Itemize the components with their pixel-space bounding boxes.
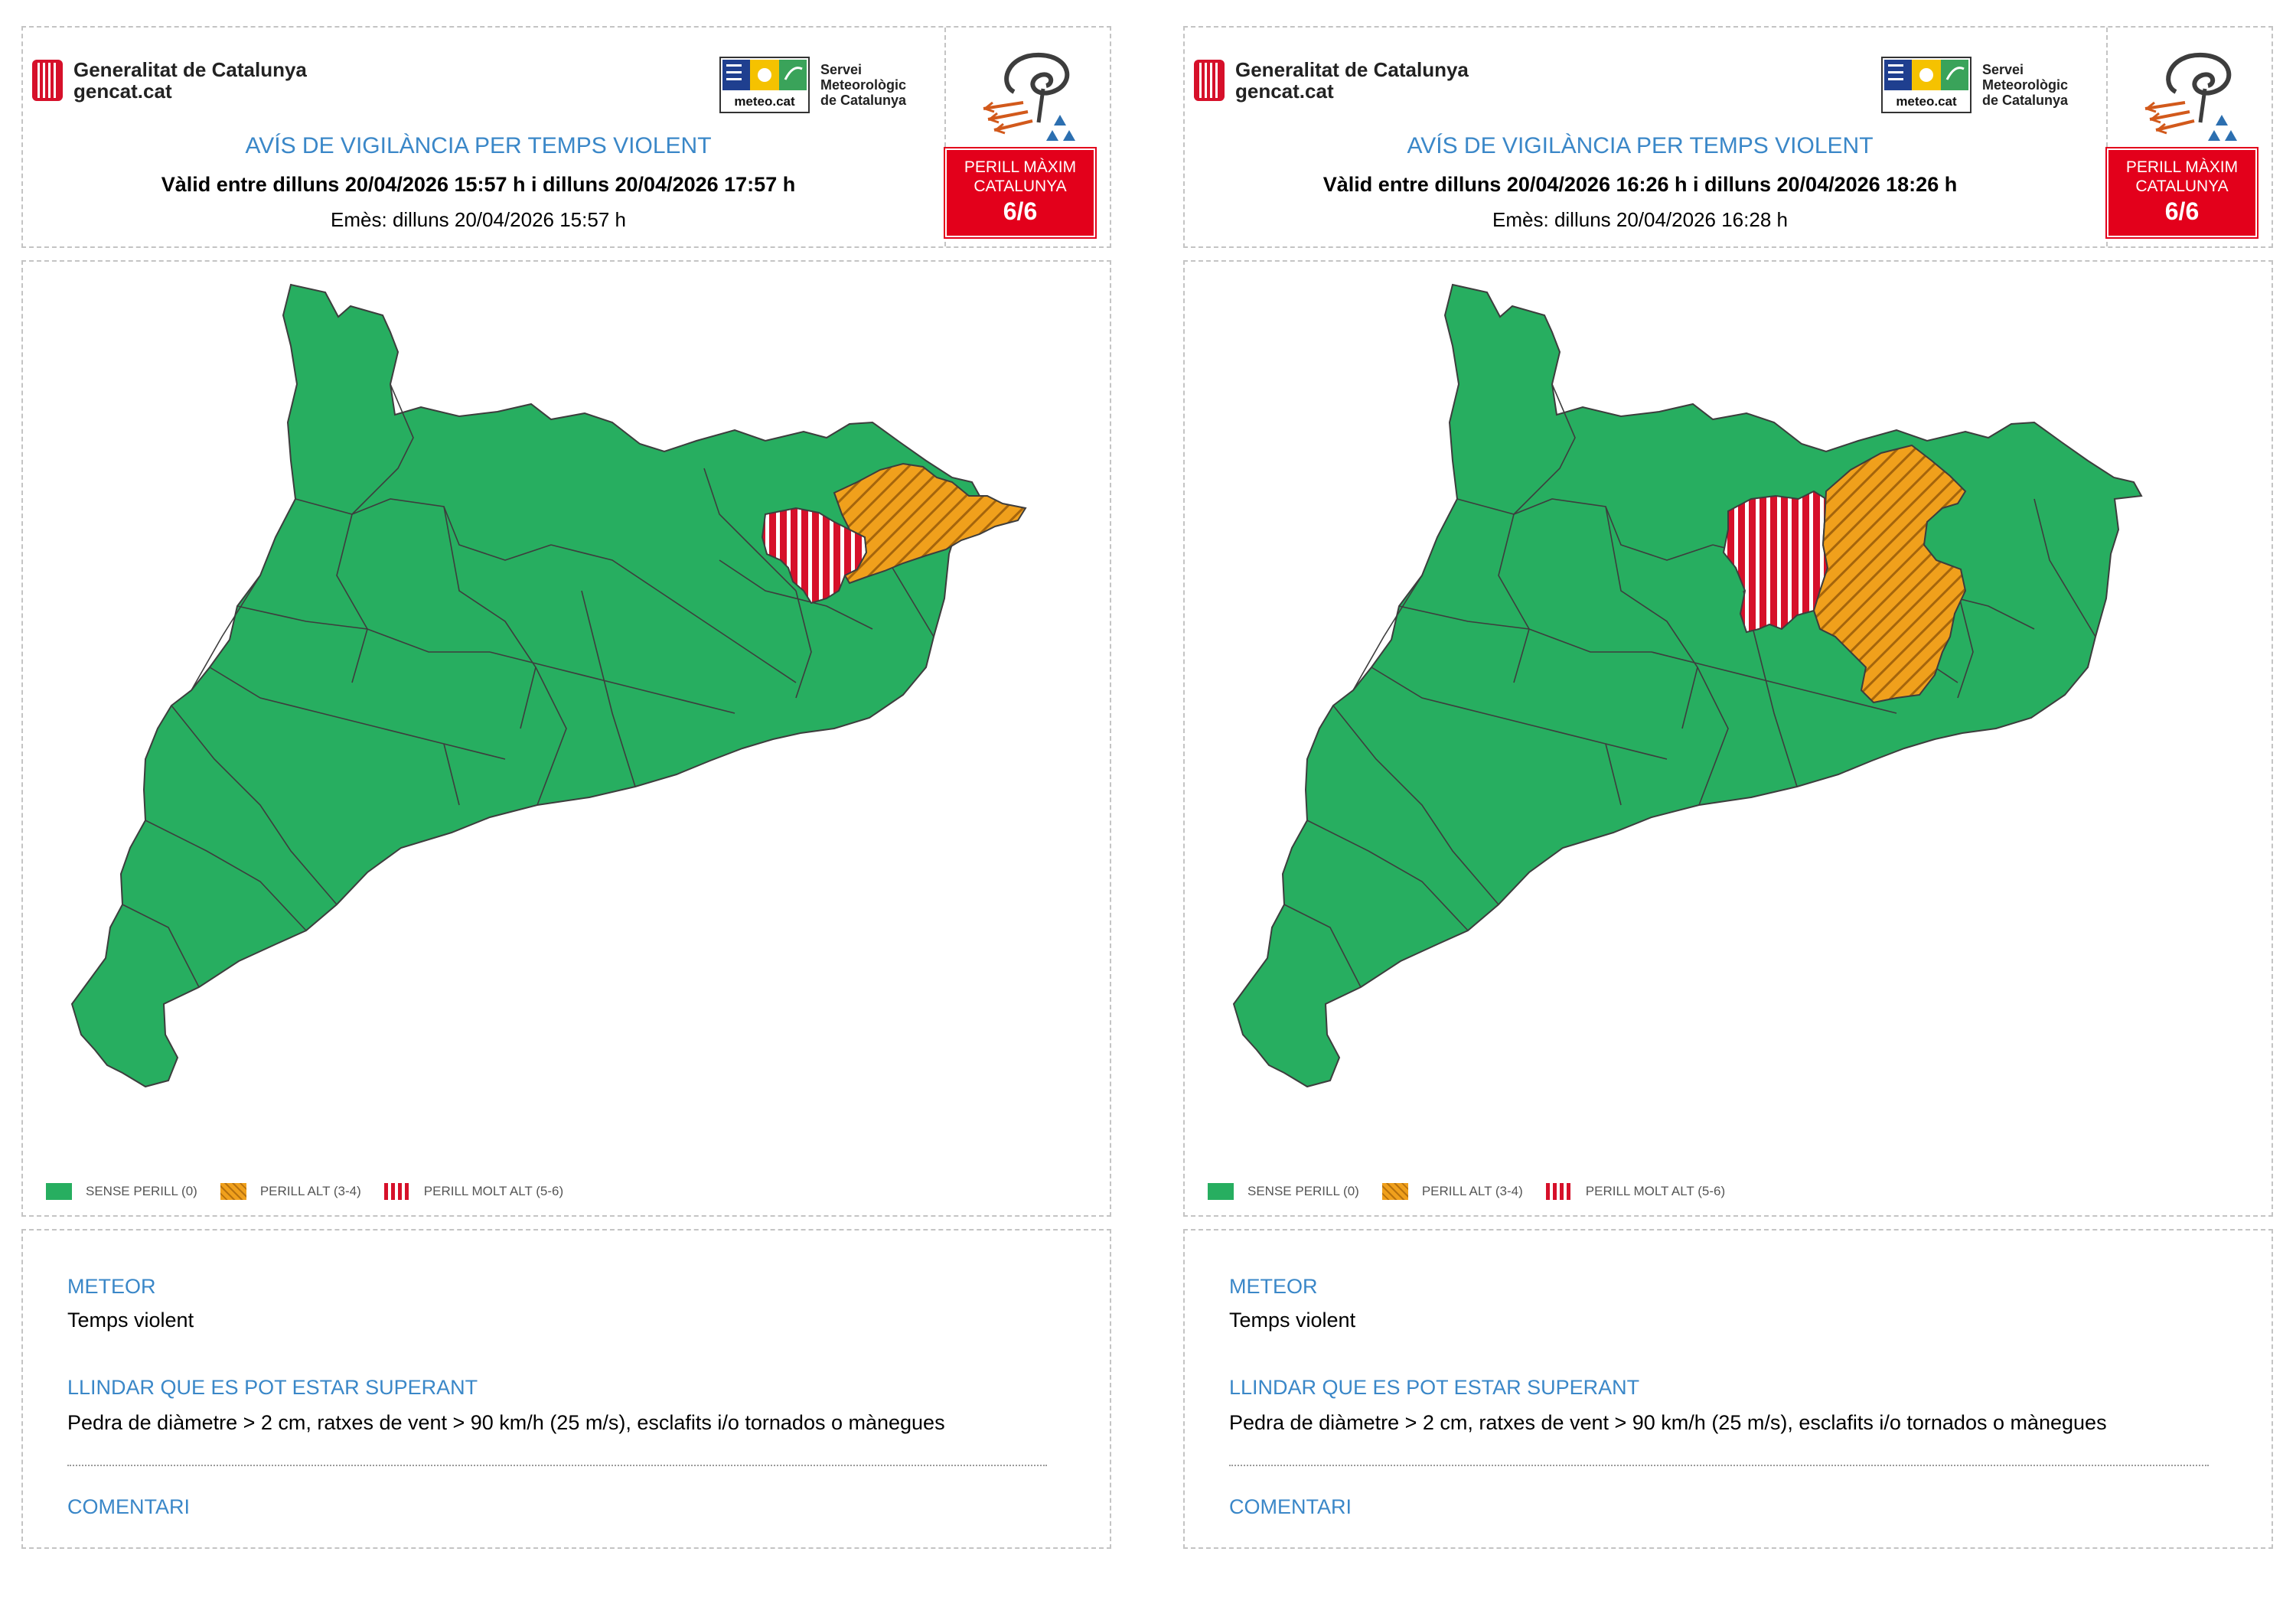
meteor-value: Temps violent xyxy=(67,1309,194,1332)
senyera-icon xyxy=(32,60,63,101)
max-danger-badge: PERILL MÀXIM CATALUNYA 6/6 xyxy=(945,148,1095,237)
warning-title: AVÍS DE VIGILÀNCIA PER TEMPS VIOLENT xyxy=(245,133,712,158)
warning-title: AVÍS DE VIGILÀNCIA PER TEMPS VIOLENT xyxy=(1407,133,1874,158)
header-separator xyxy=(944,28,946,246)
threshold-value: Pedra de diàmetre > 2 cm, ratxes de vent… xyxy=(67,1411,945,1434)
validity-period: Vàlid entre dilluns 20/04/2026 15:57 h i… xyxy=(161,173,796,196)
legend-label-high: PERILL ALT (3-4) xyxy=(259,1184,361,1198)
info-box: METEOR Temps violent LLINDAR QUE ES POT … xyxy=(1183,1229,2273,1549)
smc-logo: meteo.cat Servei Meteorològic de Catalun… xyxy=(719,57,906,113)
generalitat-logo: Generalitat de Catalunya gencat.cat xyxy=(1192,57,1469,104)
smc-line2: Meteorològic xyxy=(820,77,907,93)
map-box: SENSE PERILL (0) PERILL ALT (3-4) PERILL… xyxy=(1183,260,2273,1217)
comment-heading: COMENTARI xyxy=(67,1495,190,1518)
issued-time: Emès: dilluns 20/04/2026 16:28 h xyxy=(1492,208,1788,231)
divider xyxy=(67,1465,1047,1466)
catalonia-map-region xyxy=(70,283,981,1088)
map-box: SENSE PERILL (0) PERILL ALT (3-4) PERILL… xyxy=(21,260,1111,1217)
svg-text:meteo.cat: meteo.cat xyxy=(1896,94,1957,109)
smc-line1: Servei xyxy=(1982,62,2024,77)
meteocat-icon: meteo.cat xyxy=(719,57,810,113)
legend-label-very-high: PERILL MOLT ALT (5-6) xyxy=(423,1184,564,1198)
org-url: gencat.cat xyxy=(1235,80,1334,103)
legend-swatch-high xyxy=(1381,1183,1408,1200)
legend-label-very-high: PERILL MOLT ALT (5-6) xyxy=(1585,1184,1726,1198)
badge-level: 6/6 xyxy=(2164,197,2200,225)
storm-warning-icon xyxy=(2144,52,2237,141)
smc-line3: de Catalunya xyxy=(820,93,907,108)
badge-level: 6/6 xyxy=(1003,197,1038,225)
threshold-value: Pedra de diàmetre > 2 cm, ratxes de vent… xyxy=(1229,1411,2107,1434)
legend-label-none: SENSE PERILL (0) xyxy=(1247,1184,1359,1198)
threshold-heading: LLINDAR QUE ES POT ESTAR SUPERANT xyxy=(67,1376,478,1399)
very-high-danger-zone xyxy=(761,507,868,605)
map-legend: SENSE PERILL (0) PERILL ALT (3-4) PERILL… xyxy=(1208,1180,1748,1203)
smc-line2: Meteorològic xyxy=(1982,77,2069,93)
warning-panel: Generalitat de Catalunya gencat.cat mete… xyxy=(1183,26,2275,1549)
warning-panel: Generalitat de Catalunya gencat.cat mete… xyxy=(21,26,1113,1549)
catalonia-map-region xyxy=(1232,283,2143,1088)
org-url: gencat.cat xyxy=(73,80,172,103)
meteor-heading: METEOR xyxy=(67,1275,156,1298)
legend-label-high: PERILL ALT (3-4) xyxy=(1421,1184,1523,1198)
generalitat-logo: Generalitat de Catalunya gencat.cat xyxy=(31,57,307,104)
catalonia-warning-map xyxy=(1232,283,2143,1088)
smc-line1: Servei xyxy=(820,62,863,77)
legend-swatch-very-high xyxy=(1545,1183,1572,1200)
smc-logo: meteo.cat Servei Meteorològic de Catalun… xyxy=(1881,57,2068,113)
catalonia-warning-map xyxy=(70,283,1027,1088)
badge-line1: PERILL MÀXIM xyxy=(2125,158,2239,176)
header-box: Generalitat de Catalunya gencat.cat mete… xyxy=(21,26,1111,248)
info-box: METEOR Temps violent LLINDAR QUE ES POT … xyxy=(21,1229,1111,1549)
legend-label-none: SENSE PERILL (0) xyxy=(86,1184,197,1198)
legend-swatch-very-high xyxy=(383,1183,410,1200)
very-high-danger-zone xyxy=(1722,490,1829,634)
comarca-borders xyxy=(122,383,934,988)
issued-time: Emès: dilluns 20/04/2026 15:57 h xyxy=(331,208,626,231)
divider xyxy=(1229,1465,2209,1466)
meteocat-icon: meteo.cat xyxy=(1881,57,1971,113)
legend-swatch-none xyxy=(1208,1183,1234,1200)
badge-line2: CATALUNYA xyxy=(974,178,1067,195)
org-name: Generalitat de Catalunya xyxy=(73,58,307,81)
smc-line3: de Catalunya xyxy=(1982,93,2069,108)
map-legend: SENSE PERILL (0) PERILL ALT (3-4) PERILL… xyxy=(46,1180,586,1203)
legend-swatch-none xyxy=(46,1183,72,1200)
threshold-heading: LLINDAR QUE ES POT ESTAR SUPERANT xyxy=(1229,1376,1640,1399)
high-danger-zone xyxy=(1812,444,1967,704)
high-danger-zone xyxy=(833,462,1027,585)
storm-warning-icon xyxy=(983,52,1075,141)
max-danger-badge: PERILL MÀXIM CATALUNYA 6/6 xyxy=(2107,148,2257,237)
org-name: Generalitat de Catalunya xyxy=(1235,58,1469,81)
badge-line2: CATALUNYA xyxy=(2135,178,2229,195)
svg-text:meteo.cat: meteo.cat xyxy=(734,94,795,109)
legend-swatch-high xyxy=(220,1183,246,1200)
header-separator xyxy=(2106,28,2108,246)
header-box: Generalitat de Catalunya gencat.cat mete… xyxy=(1183,26,2273,248)
badge-line1: PERILL MÀXIM xyxy=(964,158,1077,176)
meteor-value: Temps violent xyxy=(1229,1309,1356,1332)
comment-heading: COMENTARI xyxy=(1229,1495,1352,1518)
validity-period: Vàlid entre dilluns 20/04/2026 16:26 h i… xyxy=(1322,173,1958,196)
meteor-heading: METEOR xyxy=(1229,1275,1318,1298)
senyera-icon xyxy=(1194,60,1225,101)
